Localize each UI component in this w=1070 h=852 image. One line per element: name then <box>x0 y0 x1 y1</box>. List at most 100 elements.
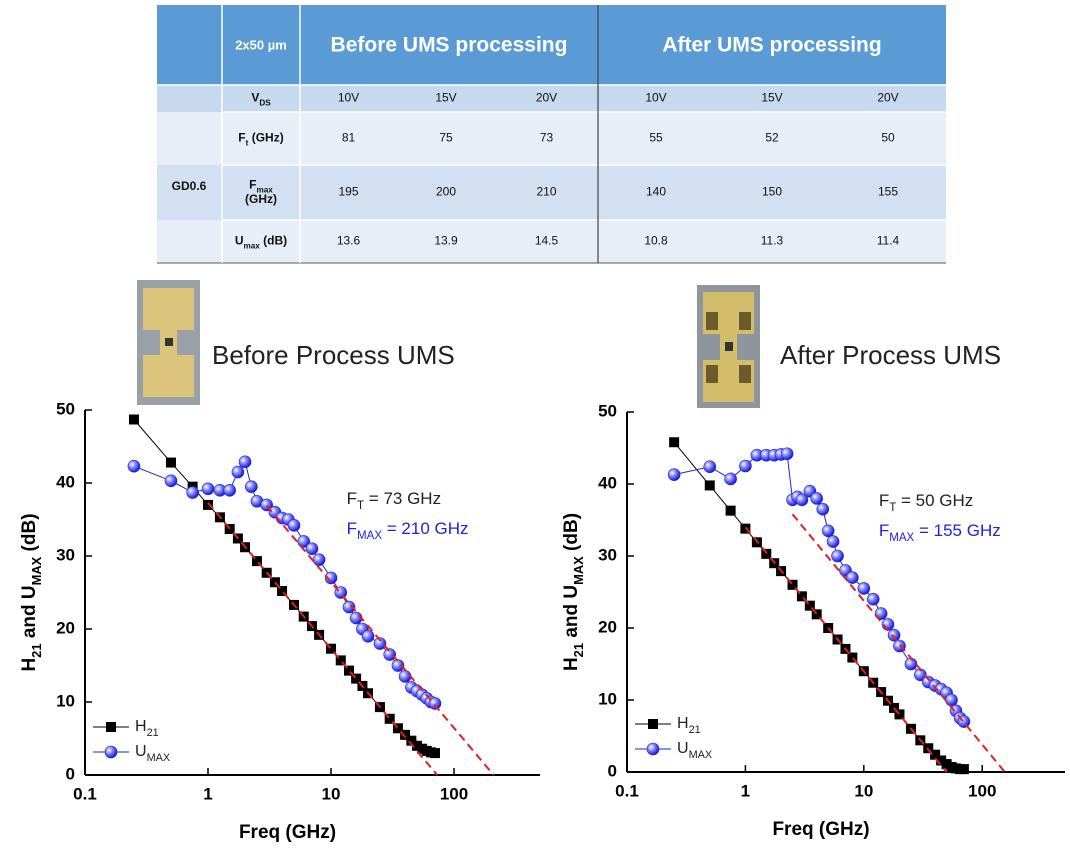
table-cell: 195 <box>338 185 358 199</box>
legend-marker <box>104 745 118 759</box>
device-photo <box>137 280 200 405</box>
marker <box>406 735 417 746</box>
x-tick-label: 0.1 <box>73 784 97 803</box>
chart: Before Process UMS 0 10 20 30 40 50 0.1 1 10 100 Fr… <box>19 340 540 843</box>
table-row <box>157 220 946 263</box>
legend-label: H21 <box>677 715 701 736</box>
y-tick-label: 40 <box>598 473 617 492</box>
text-part: (dB) <box>19 513 40 556</box>
marker <box>391 659 405 672</box>
marker <box>739 459 752 473</box>
subscript: 21 <box>689 724 701 736</box>
table-cell: 73 <box>540 131 554 145</box>
marker <box>400 729 411 740</box>
fit-line <box>265 504 495 776</box>
row-group-label: GD0.6 <box>172 179 207 193</box>
table-cell: 20V <box>536 91 557 105</box>
table-cell: 200 <box>436 185 456 199</box>
subscript: MAX <box>689 749 713 761</box>
row-label: Umax (dB) <box>235 234 287 250</box>
annotation: FMAX = 155 GHz <box>879 521 1001 544</box>
subscript: T <box>889 502 896 514</box>
subscript: MAX <box>357 530 382 542</box>
row-label: VDS <box>251 91 271 107</box>
header-row <box>157 5 946 85</box>
table-cell: 11.3 <box>761 234 784 248</box>
x-axis-title: Freq (GHz) <box>772 819 869 840</box>
legend-label: UMAX <box>677 740 713 761</box>
annotation: FMAX = 210 GHz <box>347 519 469 542</box>
table-cell: 55 <box>649 131 663 145</box>
x-tick-label: 100 <box>968 781 996 800</box>
table-cell: 20V <box>877 91 898 105</box>
y-tick-label: 0 <box>608 761 617 780</box>
table-cell: 11.4 <box>877 234 900 248</box>
text-part: H <box>561 657 582 671</box>
x-tick-label: 1 <box>741 781 750 800</box>
legend-marker <box>648 719 658 729</box>
text-part: H <box>19 658 40 672</box>
marker <box>186 486 199 499</box>
marker <box>351 673 362 684</box>
marker <box>343 665 354 676</box>
marker <box>324 571 338 585</box>
marker <box>297 535 311 548</box>
text-part: F <box>249 178 256 192</box>
text-part: = 210 GHz <box>382 519 468 538</box>
marker <box>312 553 326 566</box>
marker <box>811 609 822 620</box>
marker <box>428 697 442 710</box>
series-line <box>133 460 436 704</box>
x-tick-label: 10 <box>854 781 873 800</box>
y-tick-label: 0 <box>66 764 75 783</box>
marker <box>373 637 387 650</box>
table-cell: 14.5 <box>535 234 559 248</box>
y-tick-label: 20 <box>598 617 617 636</box>
marker <box>277 586 288 597</box>
marker <box>936 755 947 766</box>
subscript: 21 <box>571 643 586 657</box>
group-header: After UMS processing <box>662 34 881 57</box>
marker <box>831 549 844 563</box>
table: 2x50 µm Before UMS processing After UMS pr… <box>157 5 946 264</box>
marker <box>857 582 871 595</box>
marker <box>826 535 840 548</box>
text-part: and U <box>561 585 582 643</box>
marker <box>231 465 245 479</box>
marker <box>224 523 235 534</box>
table-cell: 10.8 <box>644 234 668 248</box>
x-tick-label: 0.1 <box>615 781 639 800</box>
table-cell: 13.9 <box>434 234 458 248</box>
table-cell: 50 <box>881 131 895 145</box>
subscript: MAX <box>147 752 171 764</box>
marker <box>889 702 900 713</box>
marker <box>945 693 958 707</box>
table-row <box>157 112 946 165</box>
marker <box>411 740 422 751</box>
marker <box>724 472 737 486</box>
x-tick-label: 1 <box>203 784 212 803</box>
row-label: Ft (GHz) <box>238 131 283 147</box>
marker <box>287 519 301 532</box>
y-axis-title: H21 and UMAX (dB) <box>19 513 44 671</box>
y-tick-label: 30 <box>598 545 617 564</box>
legend-marker <box>646 742 660 756</box>
device-photo <box>697 285 760 408</box>
fit-line <box>207 502 438 776</box>
marker <box>930 749 941 760</box>
marker <box>904 657 918 671</box>
subscript: T <box>357 500 364 512</box>
y-tick-label: 40 <box>56 472 75 491</box>
size-label: 2x50 µm <box>235 37 287 52</box>
text-part: F <box>238 131 245 145</box>
x-tick-label: 10 <box>322 784 341 803</box>
legend-label: UMAX <box>135 743 171 764</box>
table-cell: 75 <box>439 131 453 145</box>
table-row <box>157 85 946 112</box>
table-cell: 10V <box>338 91 359 105</box>
marker <box>269 577 280 588</box>
marker <box>866 592 880 606</box>
marker <box>383 648 397 661</box>
marker <box>874 607 888 620</box>
